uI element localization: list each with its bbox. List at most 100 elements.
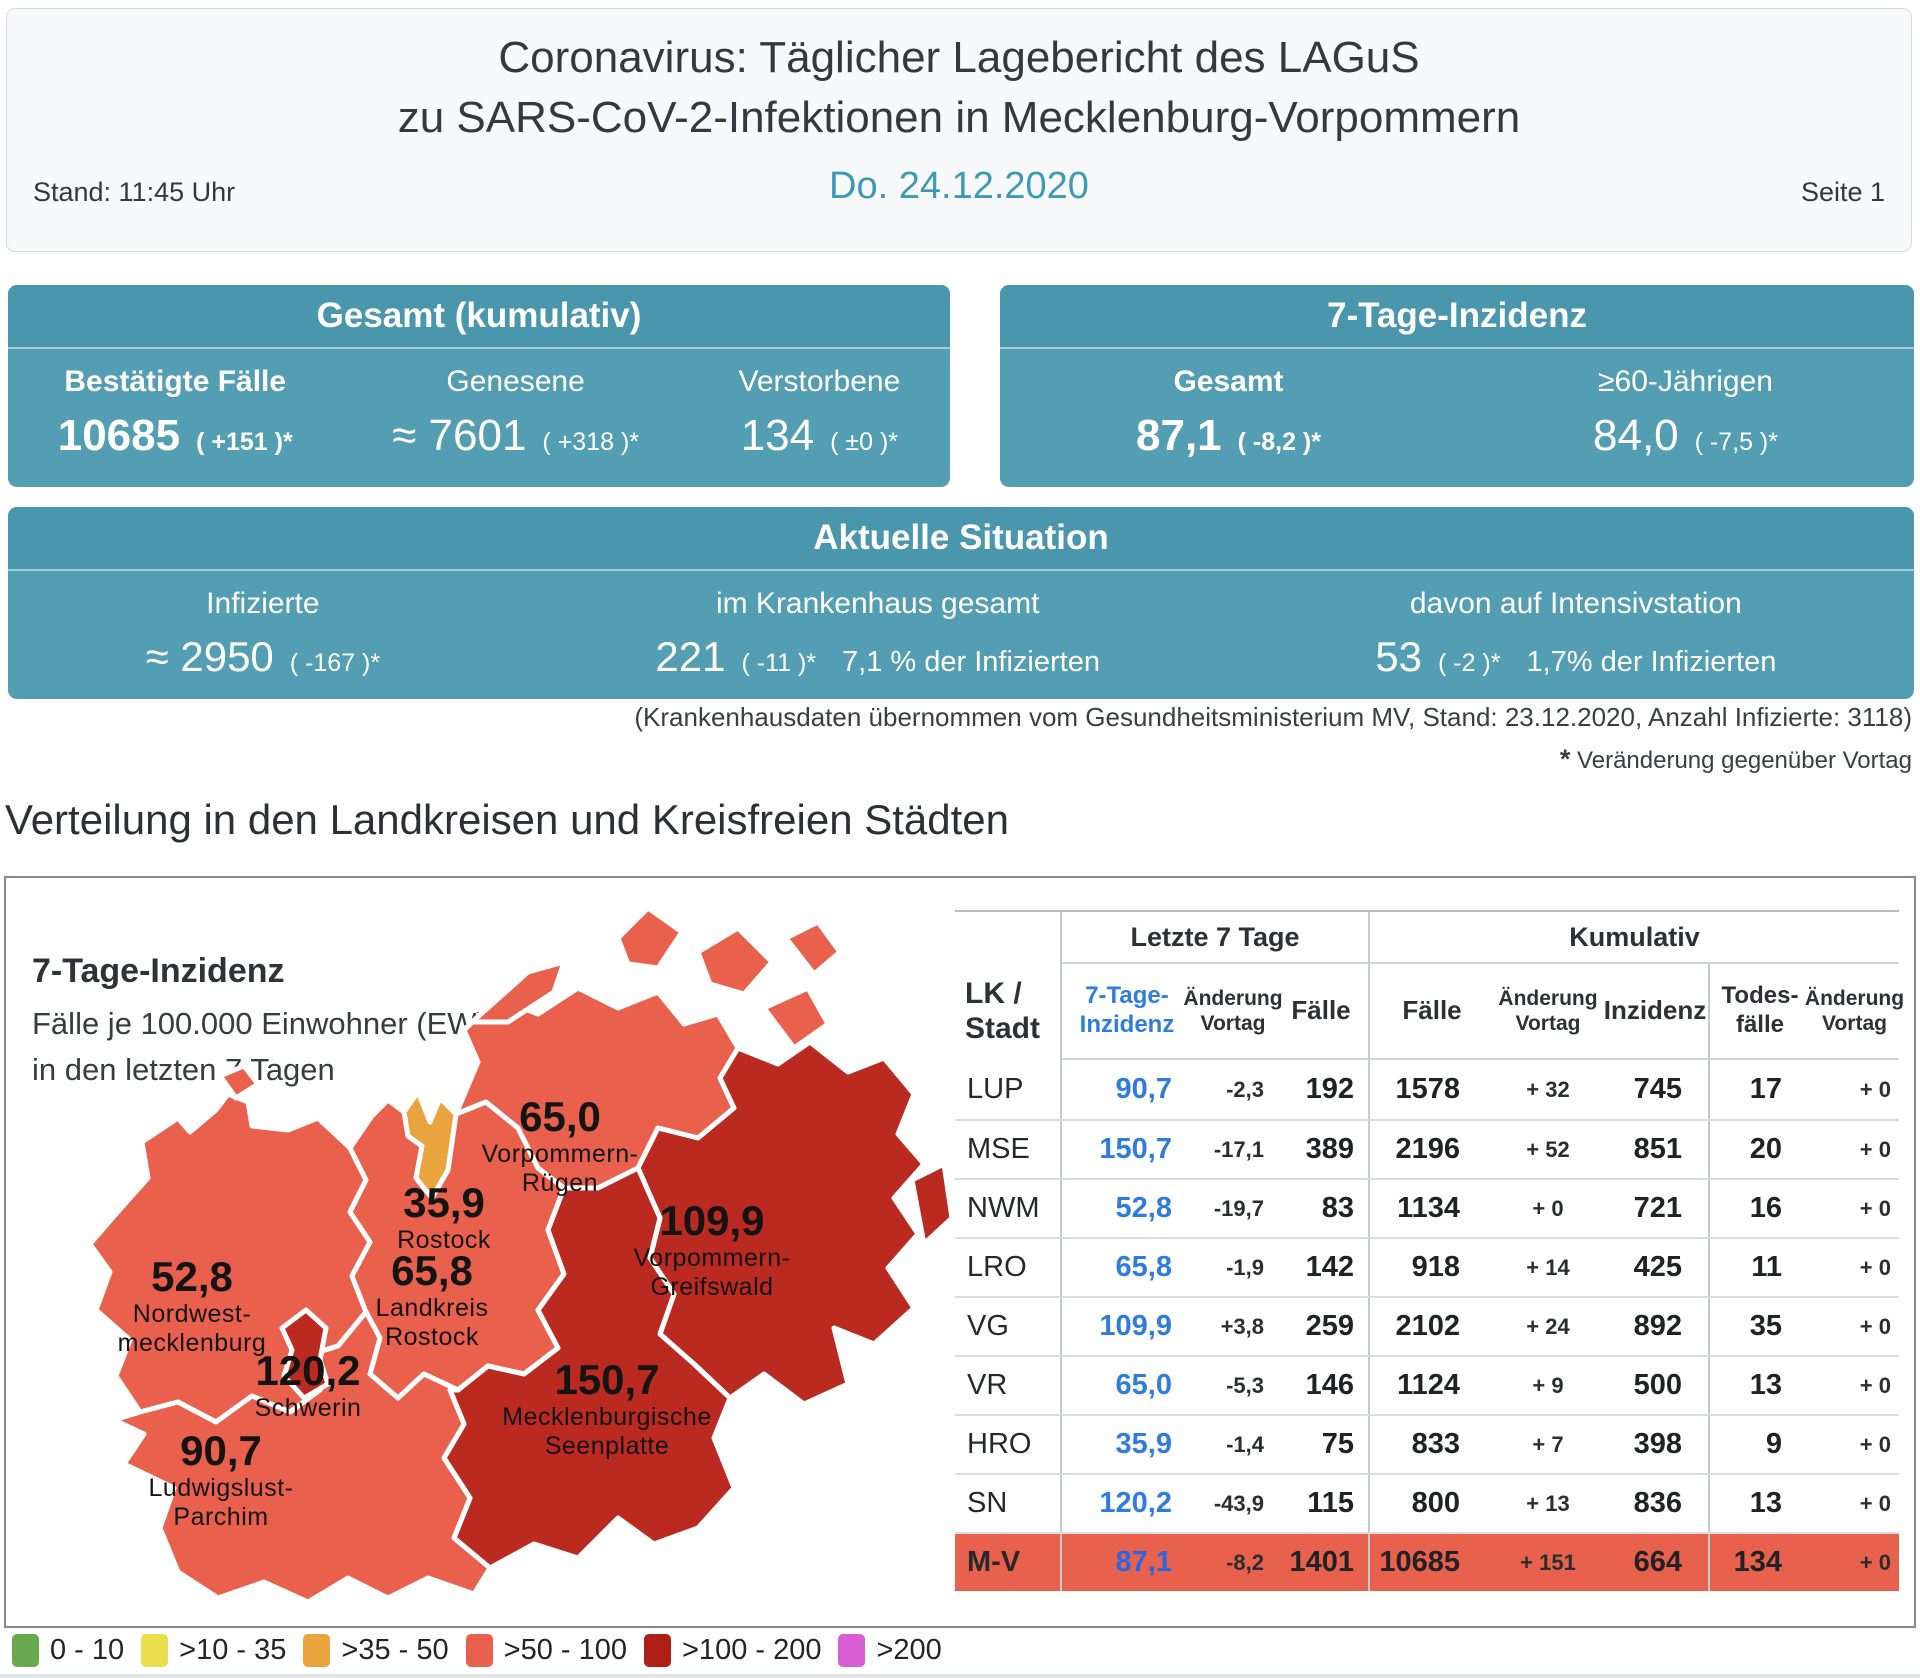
- table-row: VG 109,9 +3,8 259 2102 + 24 892 35 + 0: [955, 1296, 1899, 1355]
- card-gesamt-kumulativ: Gesamt (kumulativ) Bestätigte Fälle 1068…: [8, 285, 950, 487]
- legend-swatch: [303, 1634, 331, 1667]
- map-island-ruegen-4: [783, 919, 843, 977]
- table-header: LK / Stadt Letzte 7 Tage Kumulativ 7-Tag…: [955, 910, 1904, 1060]
- table-cell-deaths: 35: [1708, 1298, 1810, 1355]
- legend-swatch: [644, 1634, 671, 1667]
- footnote-change-note: * Veränderung gegenüber Vortag: [1559, 744, 1912, 774]
- table-cell-chg: + 24: [1526, 1313, 1570, 1339]
- col-header-aenderung-vortag-7t: Änderung Vortag: [1183, 964, 1283, 1060]
- table-cell-inc: 745: [1633, 1073, 1682, 1105]
- stat-change: ( -167 )*: [289, 649, 381, 677]
- map-island-ruegen-2: [695, 925, 775, 997]
- table-cell-lk: VG: [955, 1298, 1062, 1355]
- map-subtitle-line1: Fälle je 100.000 Einwohner (EW): [32, 1006, 487, 1041]
- table-cell-deaths: 13: [1708, 1475, 1810, 1532]
- table-cell-lk: MSE: [955, 1121, 1062, 1178]
- stat-change: ( -7,5 )*: [1694, 428, 1778, 456]
- stat-value: 53: [1375, 633, 1422, 680]
- asterisk: *: [1559, 744, 1571, 774]
- stat-value: 134: [740, 411, 815, 460]
- table-cell-inc: 664: [1633, 1546, 1682, 1578]
- map-island-usedom: [909, 1161, 955, 1247]
- map-region-mse: [441, 1165, 737, 1571]
- table-cell-cases: 833: [1368, 1416, 1494, 1473]
- col-header-7tage-inzidenz: 7-Tage- Inzidenz: [1062, 964, 1192, 1060]
- report-header: Coronavirus: Täglicher Lagebericht des L…: [6, 8, 1912, 252]
- table-cell-lk: VR: [955, 1357, 1062, 1414]
- table-cell-lk: LUP: [955, 1060, 1062, 1119]
- stat-value: ≈ 2950: [145, 633, 274, 680]
- stat-intensivstation: davon auf Intensivstation 53 ( -2 )* 1,7…: [1375, 587, 1777, 680]
- stat-change: ( -2 )*: [1437, 649, 1501, 677]
- table-cell-deaths: 13: [1708, 1357, 1810, 1414]
- table-cell-cases7: 142: [1305, 1251, 1354, 1283]
- table-cell-inc: 892: [1633, 1310, 1682, 1342]
- footnote-hospital-source: (Krankenhausdaten übernommen vom Gesundh…: [634, 702, 1912, 732]
- table-cell-inc: 398: [1633, 1428, 1682, 1460]
- stat-change: ( +151 )*: [196, 428, 293, 456]
- table-row: MSE 150,7 -17,1 389 2196 + 52 851 20 + 0: [955, 1119, 1899, 1178]
- table-cell-chgD: + 0: [1859, 1372, 1891, 1398]
- table-cell-chgD: + 0: [1859, 1254, 1891, 1280]
- table-cell-chg: + 9: [1532, 1372, 1564, 1398]
- table-cell-deaths: 17: [1708, 1060, 1810, 1119]
- table-cell-inz7: 87,1: [1115, 1546, 1172, 1578]
- table-cell-inz7: 52,8: [1115, 1192, 1172, 1224]
- table-cell-chgD: + 0: [1859, 1549, 1891, 1575]
- table-cell-chgD: + 0: [1859, 1313, 1891, 1339]
- page-number: Seite 1: [1800, 177, 1885, 207]
- report-title-line2: zu SARS-CoV-2-Infektionen in Mecklenburg…: [397, 93, 1521, 142]
- map-peninsula-darss: [469, 959, 567, 1025]
- stat-value: 10685: [57, 411, 181, 460]
- col-header-aenderung-vortag-tod: Änderung Vortag: [1805, 964, 1904, 1060]
- stat-inzidenz-ue60: ≥60-Jährigen 84,0 ( -7,5 )*: [1593, 365, 1778, 460]
- table-cell-chg7: -8,2: [1226, 1549, 1264, 1575]
- table-cell-chgD: + 0: [1859, 1490, 1891, 1516]
- table-row: LRO 65,8 -1,9 142 918 + 14 425 11 + 0: [955, 1237, 1899, 1296]
- legend-swatch: [12, 1634, 39, 1667]
- legend-swatch: [141, 1634, 169, 1667]
- legend-label: >100 - 200: [682, 1634, 822, 1666]
- table-cell-chgD: + 0: [1859, 1136, 1891, 1162]
- table-cell-cases: 2196: [1368, 1121, 1494, 1178]
- card-gesamt-body: Bestätigte Fälle 10685 ( +151 )* Genesen…: [8, 349, 950, 461]
- table-cell-inc: 836: [1633, 1487, 1682, 1519]
- table-cell-inz7: 65,0: [1115, 1369, 1172, 1401]
- table-cell-cases: 800: [1368, 1475, 1494, 1532]
- legend-swatch: [838, 1634, 866, 1667]
- map-island-ruegen-3: [761, 985, 831, 1051]
- stat-genesene: Genesene ≈ 7601 ( +318 )*: [392, 365, 640, 460]
- card-aktuell-body: Infizierte ≈ 2950 ( -167 )* im Krankenha…: [8, 571, 1914, 681]
- section-title-distribution: Verteilung in den Landkreisen und Kreisf…: [5, 796, 1010, 843]
- table-cell-inz7: 150,7: [1099, 1133, 1172, 1165]
- stat-share: 1,7% der Infizierten: [1526, 646, 1777, 678]
- table-group-last7: Letzte 7 Tage: [1062, 912, 1368, 964]
- card-inzidenz-body: Gesamt 87,1 ( -8,2 )* ≥60-Jährigen 84,0 …: [1000, 349, 1914, 461]
- table-cell-chg7: +3,8: [1220, 1313, 1264, 1339]
- stat-inzidenz-gesamt: Gesamt 87,1 ( -8,2 )*: [1136, 365, 1321, 460]
- stat-infizierte: Infizierte ≈ 2950 ( -167 )*: [145, 587, 381, 680]
- table-cell-cases: 918: [1368, 1239, 1494, 1296]
- table-body: LUP 90,7 -2,3 192 1578 + 32 745 17 + 0 MSE 150,7 -1…: [955, 1060, 1899, 1591]
- district-table: LK / Stadt Letzte 7 Tage Kumulativ 7-Tag…: [955, 910, 1904, 1591]
- table-cell-inc: 500: [1633, 1369, 1682, 1401]
- card-aktuell-title: Aktuelle Situation: [8, 507, 1914, 571]
- table-row: SN 120,2 -43,9 115 800 + 13 836 13 + 0: [955, 1473, 1899, 1532]
- map-region-sn: [279, 1307, 331, 1401]
- report-date: Do. 24.12.2020: [829, 165, 1089, 207]
- col-header-faelle-kum: Fälle: [1368, 964, 1494, 1060]
- report-title-line1: Coronavirus: Täglicher Lagebericht des L…: [498, 33, 1420, 82]
- legend-label: >200: [876, 1634, 942, 1666]
- table-cell-cases7: 115: [1307, 1487, 1354, 1519]
- table-cell-cases: 1578: [1368, 1060, 1494, 1119]
- stat-value: 221: [655, 633, 726, 680]
- table-group-kumulativ: Kumulativ: [1368, 912, 1899, 964]
- table-cell-inz7: 120,2: [1099, 1487, 1172, 1519]
- table-row: NWM 52,8 -19,7 83 1134 + 0 721 16 + 0: [955, 1178, 1899, 1237]
- table-cell-lk: NWM: [955, 1180, 1062, 1237]
- report-timestamp: Stand: 11:45 Uhr: [33, 177, 236, 207]
- table-row: LUP 90,7 -2,3 192 1578 + 32 745 17 + 0: [955, 1060, 1899, 1119]
- stat-change: ( -11 )*: [741, 649, 817, 677]
- legend-item: >50 - 100: [465, 1634, 627, 1667]
